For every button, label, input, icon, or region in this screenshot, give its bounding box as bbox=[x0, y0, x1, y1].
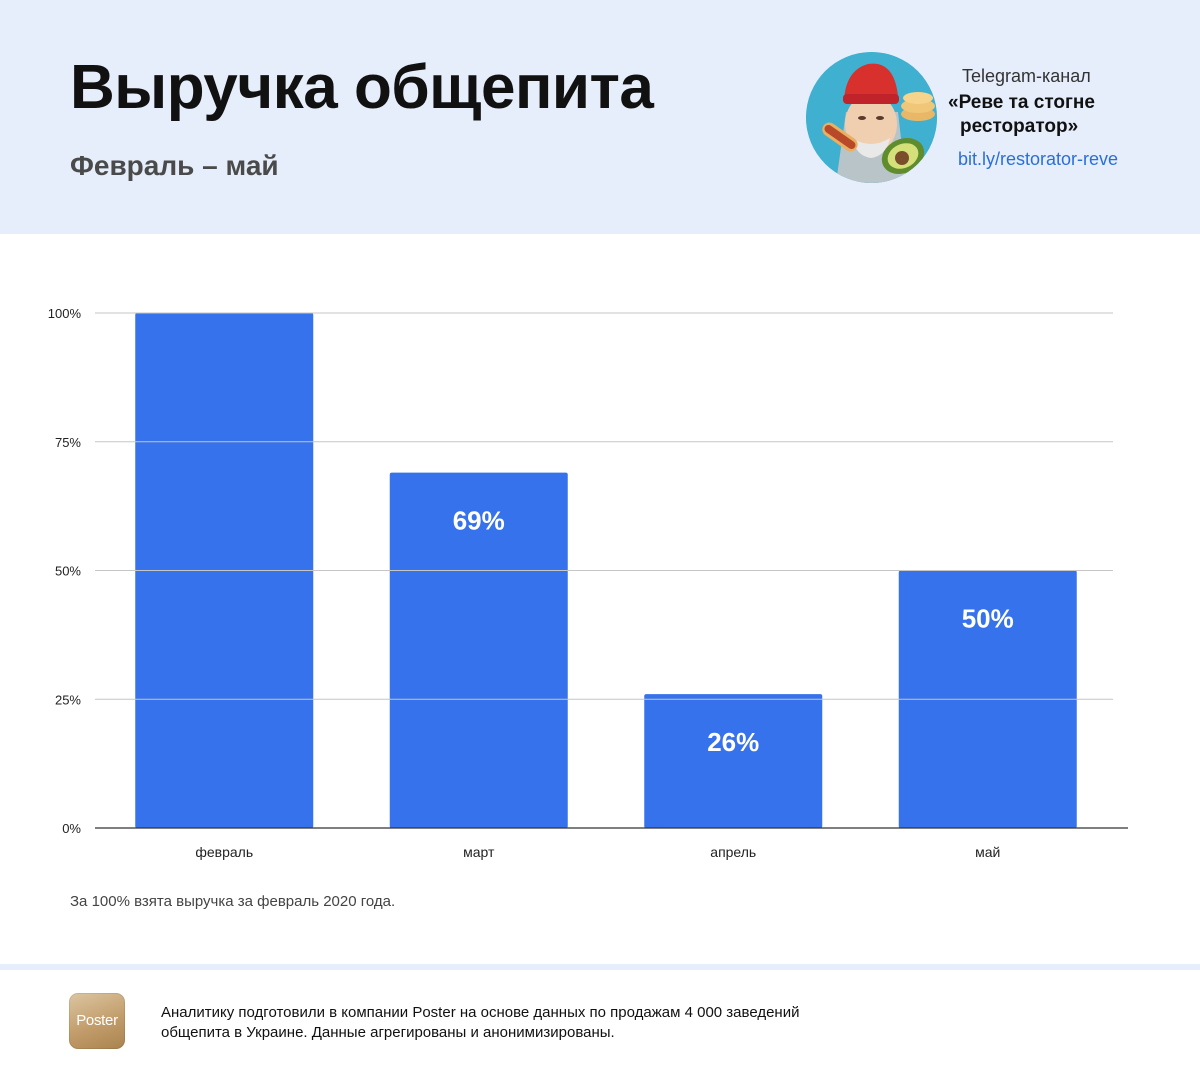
header-panel: Выручка общепита Февраль – май Telegram-… bbox=[0, 0, 1200, 234]
x-tick-label-1: март bbox=[463, 844, 495, 860]
gridlines-group bbox=[95, 312, 1128, 829]
poster-logo: Poster bbox=[69, 993, 125, 1049]
y-tick-label-1: 25% bbox=[55, 692, 81, 707]
poster-logo-text: Poster bbox=[76, 1012, 118, 1029]
x-tick-label-3: май bbox=[975, 844, 1000, 860]
telegram-link[interactable]: bit.ly/restorator-reve bbox=[958, 149, 1119, 169]
y-tick-label-0: 0% bbox=[62, 821, 81, 836]
page-title: Выручка общепита bbox=[70, 53, 654, 122]
x-tick-label-0: февраль bbox=[195, 844, 253, 860]
footer-description: Аналитику подготовили в компании Poster … bbox=[161, 1003, 861, 1043]
data-label-3: 50% bbox=[962, 604, 1014, 634]
avatar-illustration-icon bbox=[806, 52, 937, 183]
x-tick-labels-group: февраль март апрель май bbox=[195, 844, 1000, 860]
y-tick-labels-group: 0% 25% 50% 75% 100% bbox=[48, 306, 82, 836]
chart-footnote: За 100% взята выручка за февраль 2020 го… bbox=[70, 893, 396, 910]
footer-divider bbox=[0, 964, 1200, 970]
channel-avatar[interactable] bbox=[806, 52, 937, 183]
footer-line2: общепита в Украине. Данные агрегированы … bbox=[161, 1024, 615, 1041]
data-label-2: 26% bbox=[707, 727, 759, 757]
chart-canvas: 0% 25% 50% 75% 100% 69% 26% 50% февраль март апрел… bbox=[48, 306, 1128, 860]
y-tick-label-2: 50% bbox=[55, 564, 81, 579]
footer-line1: Аналитику подготовили в компании Poster … bbox=[161, 1004, 800, 1021]
telegram-channel-name: «Реве та стогне ресторатор» bbox=[948, 91, 1095, 139]
y-tick-label-3: 75% bbox=[55, 435, 81, 450]
bar-2 bbox=[644, 694, 823, 828]
data-label-1: 69% bbox=[453, 506, 505, 536]
telegram-label: Telegram-канал bbox=[962, 66, 1091, 86]
page-subtitle: Февраль – май bbox=[70, 150, 279, 181]
x-tick-label-2: апрель bbox=[710, 844, 756, 860]
bar-1 bbox=[389, 472, 568, 828]
telegram-name-line2: ресторатор» bbox=[960, 116, 1079, 137]
telegram-name-line1: «Реве та стогне bbox=[948, 92, 1095, 113]
revenue-bar-chart: 0% 25% 50% 75% 100% 69% 26% 50% февраль март апрел… bbox=[0, 234, 1200, 934]
data-labels-group: 69% 26% 50% bbox=[453, 506, 1014, 757]
y-tick-label-4: 100% bbox=[48, 306, 82, 321]
